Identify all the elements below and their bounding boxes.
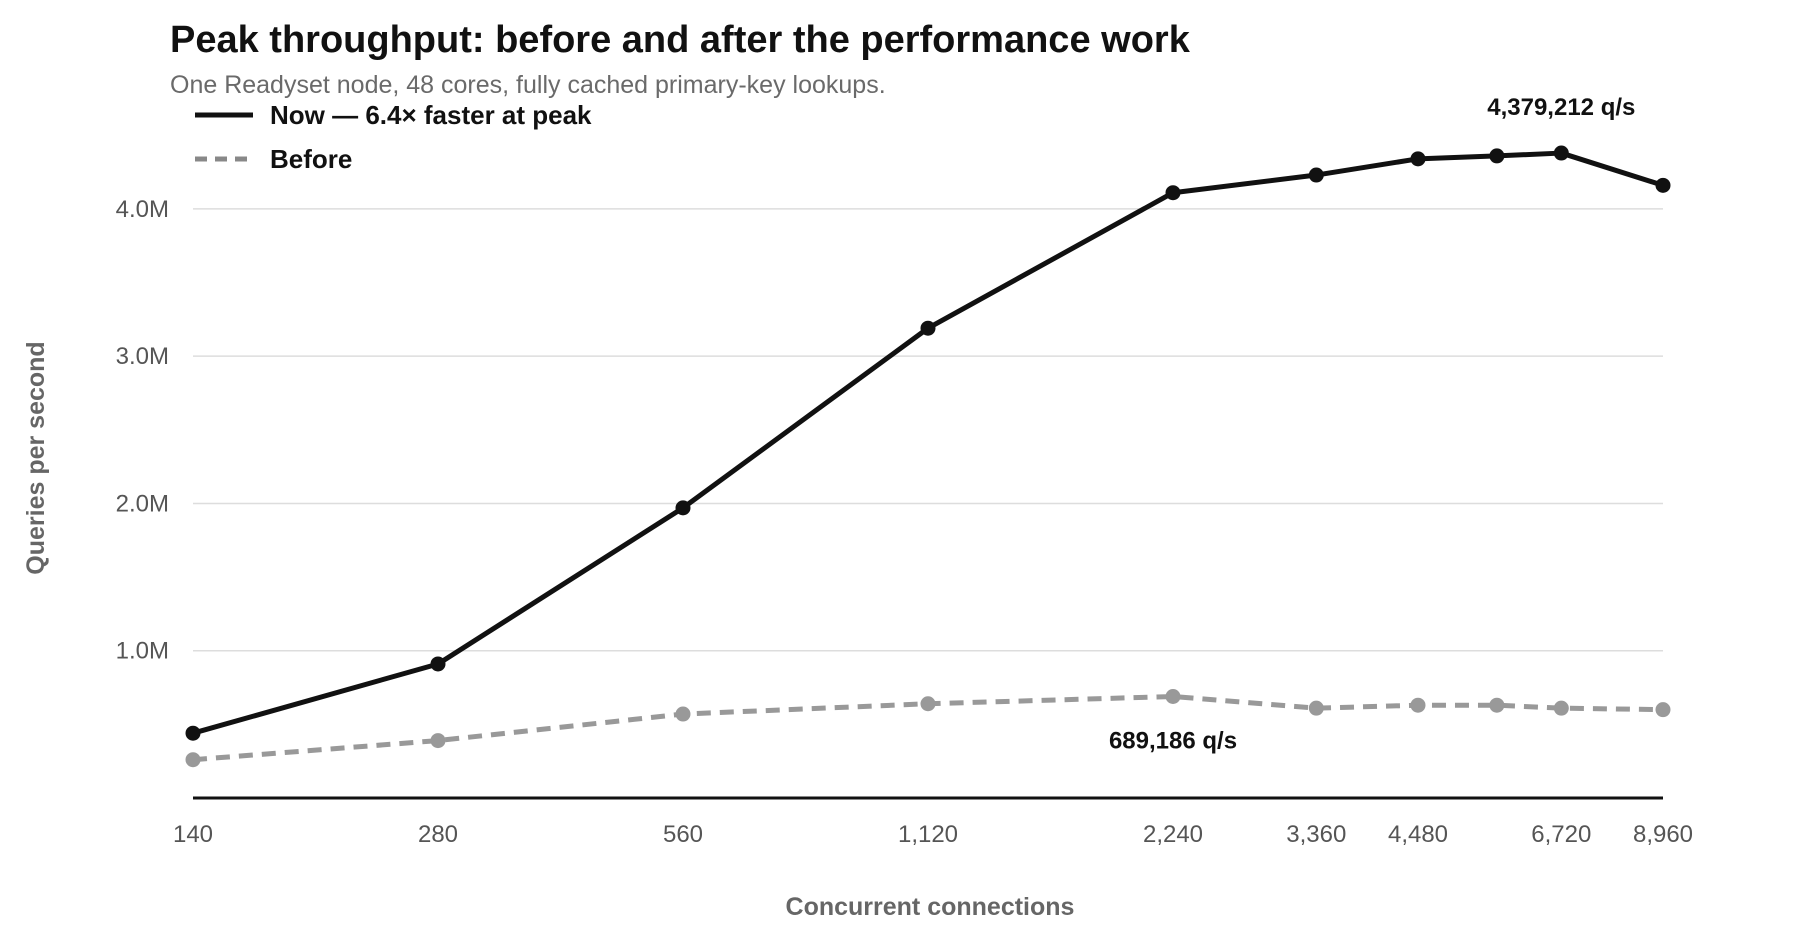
data-point-before [1410,697,1426,713]
data-point-now [1655,177,1671,193]
data-point-before [185,752,201,768]
data-point-before [1165,689,1181,705]
annotations: 4,379,212 q/s 689,186 q/s [1109,94,1635,754]
y-axis-label: Queries per second [22,341,50,574]
y-tick-labels: 1.0M 2.0M 3.0M 4.0M [116,196,169,665]
data-point-now [1410,151,1426,167]
x-tick-labels: 140 280 560 1,120 2,240 3,360 4,480 6,720 8,960 [173,821,1693,848]
x-tick-label: 140 [173,821,213,848]
data-point-now [430,656,446,672]
x-tick-label: 2,240 [1143,821,1203,848]
series-line-now [192,150,1664,736]
series-points [185,145,1671,768]
legend: Now — 6.4× faster at peak Before [195,100,592,174]
x-axis-label: Concurrent connections [786,893,1075,921]
chart-subtitle: One Readyset node, 48 cores, fully cache… [170,71,886,99]
x-tick-label: 3,360 [1286,821,1346,848]
data-point-now [1489,148,1505,164]
peak-annotation: 4,379,212 q/s [1487,94,1635,121]
y-gridlines [193,208,1663,652]
data-point-before [1308,700,1324,716]
series-line-before [192,694,1664,763]
data-point-before [1553,700,1569,716]
data-point-before [1655,702,1671,718]
legend-label-now: Now — 6.4× faster at peak [270,100,592,130]
series-lines [192,150,1664,763]
chart-title: Peak throughput: before and after the pe… [170,19,1191,61]
data-point-now [1308,167,1324,183]
y-tick-label: 3.0M [116,343,169,370]
data-point-before [1489,697,1505,713]
y-tick-label: 2.0M [116,490,169,517]
data-point-now [675,500,691,516]
x-tick-label: 8,960 [1633,821,1693,848]
data-point-now [1165,185,1181,201]
x-tick-label: 6,720 [1531,821,1591,848]
legend-label-before: Before [270,144,352,174]
data-point-now [185,725,201,741]
data-point-before [675,706,691,722]
y-tick-label: 4.0M [116,196,169,223]
x-tick-label: 280 [418,821,458,848]
y-tick-label: 1.0M [116,638,169,665]
data-point-before [430,733,446,749]
x-tick-label: 1,120 [898,821,958,848]
x-tick-label: 560 [663,821,703,848]
data-point-before [920,696,936,712]
data-point-now [920,320,936,336]
x-tick-label: 4,480 [1388,821,1448,848]
data-point-now [1553,145,1569,161]
peak-annotation: 689,186 q/s [1109,728,1237,755]
